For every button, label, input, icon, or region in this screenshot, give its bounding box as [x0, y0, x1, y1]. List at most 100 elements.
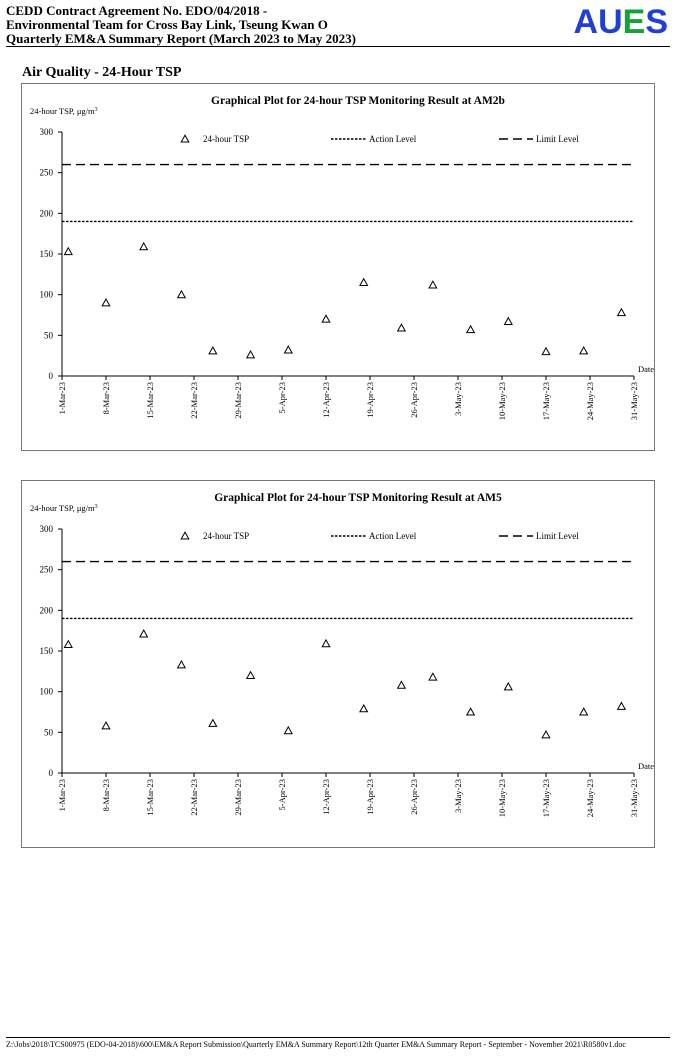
x-tick-label: 29-Mar-23 — [233, 779, 243, 816]
x-tick-label: 10-May-23 — [497, 779, 507, 817]
legend-label-tsp: 24-hour TSP — [203, 134, 249, 144]
footer-file-path: Z:\Jobs\2018\TCS00975 (EDO-04-2018)\600\… — [6, 1040, 626, 1049]
data-point — [465, 707, 476, 716]
data-point — [579, 345, 589, 355]
x-tick-label: 5-Apr-23 — [277, 779, 287, 810]
data-point — [359, 277, 369, 287]
data-point — [321, 314, 331, 323]
report-title-line: Quarterly EM&A Summary Report (March 202… — [6, 31, 356, 46]
x-axis-title: Date — [638, 364, 654, 374]
legend-marker-tsp — [180, 134, 190, 143]
x-tick-label: 24-May-23 — [585, 382, 595, 420]
x-tick-label: 12-Apr-23 — [321, 382, 331, 418]
x-tick-label: 3-May-23 — [453, 382, 463, 416]
chart-title: Graphical Plot for 24-hour TSP Monitorin… — [211, 95, 505, 107]
data-point — [283, 725, 293, 735]
legend-label-limit: Limit Level — [536, 134, 579, 144]
data-point — [616, 701, 627, 710]
data-point — [176, 289, 187, 299]
header-divider — [6, 46, 670, 47]
chart-am2b: Graphical Plot for 24-hour TSP Monitorin… — [21, 83, 655, 451]
legend-label-limit: Limit Level — [536, 531, 579, 541]
header-text: CEDD Contract Agreement No. EDO/04/2018 … — [6, 4, 356, 46]
section-title: Air Quality - 24-Hour TSP — [22, 65, 182, 80]
x-tick-label: 15-Mar-23 — [145, 382, 155, 419]
y-tick-label: 300 — [40, 524, 54, 534]
data-point — [579, 707, 589, 716]
x-tick-label: 22-Mar-23 — [189, 779, 199, 816]
y-tick-label: 0 — [49, 768, 54, 778]
y-tick-label: 100 — [40, 687, 54, 697]
data-point — [208, 718, 218, 727]
data-point — [176, 659, 187, 669]
aues-logo: AUES — [573, 3, 668, 41]
y-tick-label: 150 — [40, 249, 54, 259]
x-tick-label: 19-Apr-23 — [365, 779, 375, 815]
chart-title: Graphical Plot for 24-hour TSP Monitorin… — [214, 492, 502, 504]
data-point — [428, 280, 438, 289]
chart-am5: Graphical Plot for 24-hour TSP Monitorin… — [21, 480, 655, 848]
y-tick-label: 50 — [44, 727, 54, 737]
y-tick-label: 300 — [40, 127, 54, 137]
y-tick-label: 200 — [40, 605, 54, 615]
x-tick-label: 31-May-23 — [629, 779, 639, 817]
y-axis-label: 24-hour TSP, μg/m3 — [30, 106, 98, 116]
data-point — [245, 350, 256, 359]
data-point — [359, 703, 369, 713]
y-tick-label: 200 — [40, 208, 54, 218]
legend-label-tsp: 24-hour TSP — [203, 531, 249, 541]
data-point — [396, 323, 407, 332]
x-tick-label: 15-Mar-23 — [145, 779, 155, 816]
data-point — [503, 681, 513, 691]
x-tick-label: 22-Mar-23 — [189, 382, 199, 419]
y-tick-label: 150 — [40, 646, 54, 656]
team-line: Environmental Team for Cross Bay Link, T… — [6, 17, 328, 32]
y-tick-label: 100 — [40, 290, 54, 300]
x-tick-label: 8-Mar-23 — [101, 779, 111, 811]
data-point — [503, 316, 513, 326]
data-point — [139, 241, 149, 251]
data-point — [139, 629, 149, 638]
footer-divider — [6, 1037, 670, 1038]
x-tick-label: 10-May-23 — [497, 382, 507, 420]
data-point — [245, 670, 256, 679]
data-point — [541, 729, 551, 739]
data-point — [396, 680, 407, 689]
data-point — [541, 346, 551, 356]
data-point — [101, 720, 111, 730]
y-tick-label: 250 — [40, 565, 54, 575]
x-tick-label: 26-Apr-23 — [409, 382, 419, 418]
x-tick-label: 17-May-23 — [541, 779, 551, 817]
y-tick-label: 50 — [44, 330, 54, 340]
y-tick-label: 250 — [40, 168, 54, 178]
y-axis-label: 24-hour TSP, μg/m3 — [30, 503, 98, 513]
x-tick-label: 24-May-23 — [585, 779, 595, 817]
x-tick-label: 29-Mar-23 — [233, 382, 243, 419]
legend-marker-tsp — [180, 531, 190, 540]
data-point — [63, 639, 73, 649]
x-tick-label: 31-May-23 — [629, 382, 639, 420]
data-point — [321, 638, 331, 648]
contract-line: CEDD Contract Agreement No. EDO/04/2018 … — [6, 3, 268, 18]
data-point — [101, 297, 111, 307]
legend-label-action: Action Level — [369, 134, 417, 144]
y-tick-label: 0 — [49, 371, 54, 381]
page-header: CEDD Contract Agreement No. EDO/04/2018 … — [6, 4, 670, 46]
data-point — [428, 672, 438, 681]
chart-svg: Graphical Plot for 24-hour TSP Monitorin… — [30, 95, 654, 420]
data-point — [63, 246, 73, 256]
x-tick-label: 5-Apr-23 — [277, 382, 287, 413]
x-tick-label: 12-Apr-23 — [321, 779, 331, 815]
x-tick-label: 19-Apr-23 — [365, 382, 375, 418]
data-point — [208, 345, 218, 355]
data-point — [283, 345, 293, 354]
x-tick-label: 1-Mar-23 — [57, 382, 67, 414]
x-tick-label: 3-May-23 — [453, 779, 463, 813]
data-point — [465, 324, 476, 334]
x-tick-label: 1-Mar-23 — [57, 779, 67, 811]
chart-svg: Graphical Plot for 24-hour TSP Monitorin… — [30, 492, 654, 817]
x-tick-label: 8-Mar-23 — [101, 382, 111, 414]
x-tick-label: 26-Apr-23 — [409, 779, 419, 815]
x-tick-label: 17-May-23 — [541, 382, 551, 420]
data-point — [616, 307, 627, 317]
